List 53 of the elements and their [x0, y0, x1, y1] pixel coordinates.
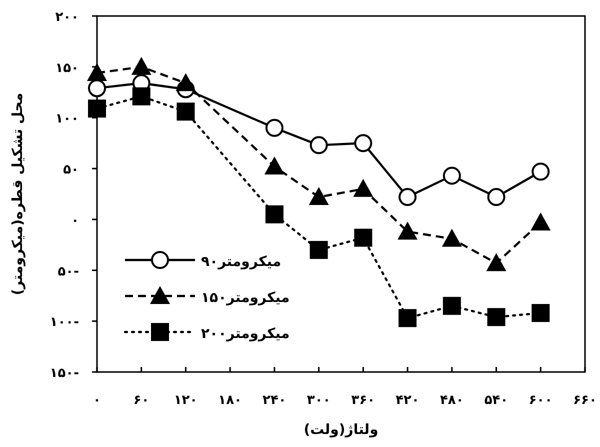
- y-tick-label: ۱۰۰-: [50, 315, 79, 330]
- point: [310, 136, 328, 154]
- x-tick-label: ۲۴۰: [262, 393, 286, 408]
- legend-label: ۹۰میکرومتر: [201, 254, 282, 270]
- x-tick-label: ۴۸۰: [440, 393, 464, 408]
- y-tick-label: ۱۰۰: [55, 112, 79, 127]
- point: [532, 162, 550, 181]
- point: [310, 240, 328, 259]
- x-axis-title: ولتاژ(ولت): [304, 422, 378, 438]
- x-tick-label: ۳۶۰: [351, 393, 376, 408]
- y-tick-label: ۰: [71, 213, 79, 228]
- y-axis-title: محل تشکیل قطره(میکرومتر): [10, 92, 26, 296]
- x-tick-label: ۶۰۰: [528, 393, 553, 408]
- point: [132, 87, 150, 106]
- x-tick-label: ۶۶۰: [573, 393, 597, 408]
- point: [88, 100, 106, 118]
- x-tick-label: ۶۰: [133, 393, 150, 408]
- x-tick-label: ۱۲۰: [174, 393, 198, 408]
- point: [353, 178, 374, 197]
- point: [442, 166, 461, 185]
- point: [131, 56, 152, 75]
- point: [442, 296, 461, 315]
- x-tick-label: ۳۰۰: [306, 393, 331, 408]
- legend-label: ۱۵۰میکرومتر: [201, 290, 290, 306]
- point: [398, 222, 418, 240]
- point: [354, 228, 372, 247]
- point: [265, 118, 284, 137]
- point: [176, 102, 195, 121]
- x-tick-label: ۴۲۰: [396, 393, 420, 408]
- point: [486, 253, 506, 272]
- point: [265, 205, 284, 224]
- y-tick-label: ۱۵۰: [55, 60, 79, 76]
- point: [532, 304, 550, 322]
- point: [442, 228, 462, 247]
- legend-label: ۲۰۰میکرومتر: [201, 326, 290, 342]
- y-tick-label: ۵۰: [63, 162, 79, 178]
- y-tick-label: ۵۰-: [58, 264, 79, 280]
- point: [87, 62, 107, 81]
- y-tick-label: ۱۵۰-: [50, 366, 79, 381]
- y-tick-label: ۲۰۰: [55, 10, 79, 25]
- x-tick-label: ۰: [93, 393, 101, 408]
- x-tick-label: ۱۸۰: [218, 393, 242, 408]
- point: [88, 79, 106, 98]
- point: [176, 73, 196, 92]
- point: [308, 187, 329, 206]
- point: [354, 134, 372, 152]
- point: [487, 308, 506, 326]
- point: [398, 309, 417, 328]
- point: [530, 212, 551, 230]
- point: [487, 188, 506, 206]
- point: [264, 156, 284, 175]
- point: [398, 188, 417, 206]
- x-tick-label: ۵۴۰: [484, 393, 508, 408]
